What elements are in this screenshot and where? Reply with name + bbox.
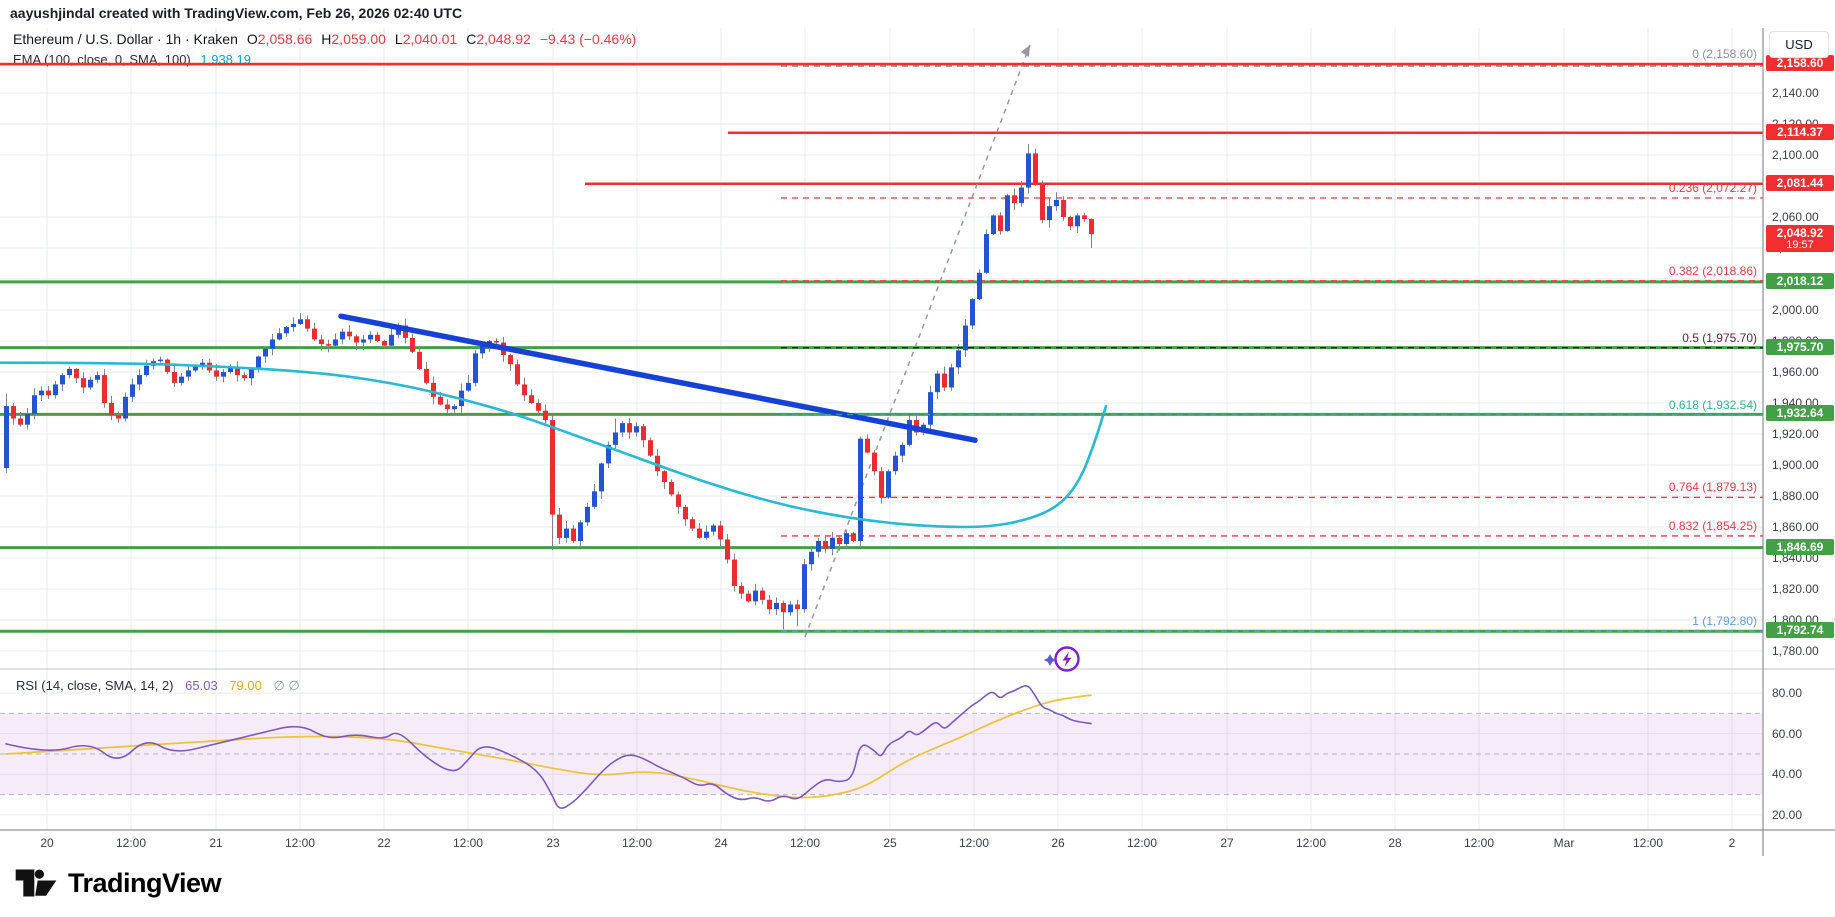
price-axis-tick: 1,820.00	[1772, 582, 1819, 596]
time-axis-tick: 25	[883, 836, 897, 850]
close-value: 2,048.92	[476, 31, 531, 47]
close-label: C	[466, 31, 477, 47]
high-label: H	[321, 31, 332, 47]
open-label: O	[246, 31, 258, 47]
tradingview-logo[interactable]: TradingView	[14, 864, 222, 902]
rsi-legend[interactable]: RSI (14, close, SMA, 14, 2) 65.03 79.00 …	[16, 678, 300, 694]
fib-level-label: 0.236 (2,072.27)	[1668, 180, 1757, 195]
rsi-value: 65.03	[185, 678, 218, 693]
rsi-axis-tick: 80.00	[1772, 686, 1803, 701]
price-line-badge: 2,081.44	[1766, 174, 1834, 191]
price-line-badge: 2,114.37	[1766, 123, 1834, 140]
time-axis-tick: 12:00	[1632, 836, 1664, 850]
time-axis-tick: 12:00	[1126, 836, 1158, 850]
tradingview-logo-icon	[15, 869, 57, 897]
time-axis-tick: 12:00	[115, 836, 147, 850]
rsi-flags-icon: ∅ ∅	[273, 678, 300, 693]
time-axis-tick: 12:00	[1463, 836, 1495, 850]
price-axis-tick: 2,000.00	[1772, 303, 1819, 317]
time-axis-tick: 28	[1388, 836, 1402, 850]
price-line-badge: 2,018.12	[1766, 272, 1834, 289]
price-axis-tick: 1,900.00	[1772, 458, 1819, 472]
watermark: aayushjindal created with TradingView.co…	[10, 5, 463, 21]
tradingview-logo-text: TradingView	[68, 867, 222, 898]
ema-value: 1,938.19	[200, 52, 251, 67]
currency-unit-button[interactable]: USD	[1769, 31, 1829, 58]
time-axis-tick: 12:00	[789, 836, 821, 850]
change-value: −9.43 (−0.46%)	[539, 31, 637, 47]
ema-legend[interactable]: EMA (100, close, 0, SMA, 100) 1,938.19	[13, 52, 251, 67]
countdown-timer: 19:57	[1786, 239, 1814, 252]
time-axis-tick: 22	[377, 836, 391, 850]
price-axis-tick: 1,860.00	[1772, 520, 1819, 534]
ema-label: EMA (100, close, 0, SMA, 100)	[13, 52, 191, 67]
time-axis-tick: 12:00	[452, 836, 484, 850]
price-axis-tick: 1,960.00	[1772, 365, 1819, 379]
fib-level-label: 1 (1,792.80)	[1692, 614, 1757, 629]
time-axis-tick: 21	[209, 836, 223, 850]
time-axis-tick: 27	[1220, 836, 1234, 850]
low-value: 2,040.01	[402, 31, 458, 47]
price-axis-tick: 1,920.00	[1772, 427, 1819, 441]
current-price-badge: 2,048.92 19:57	[1766, 225, 1834, 253]
open-value: 2,058.66	[257, 31, 313, 47]
price-axis-tick: 2,140.00	[1772, 86, 1819, 100]
price-line-badge: 1,975.70	[1766, 338, 1834, 355]
symbol-title: Ethereum / U.S. Dollar · 1h · Kraken	[13, 31, 238, 47]
time-axis-tick: 23	[546, 836, 560, 850]
time-axis-tick: Mar	[1553, 836, 1575, 850]
price-line-badge: 1,792.74	[1766, 622, 1834, 639]
high-value: 2,059.00	[331, 31, 386, 47]
fib-level-label: 0 (2,158.60)	[1692, 47, 1757, 62]
fib-level-label: 0.832 (1,854.25)	[1668, 518, 1757, 533]
price-axis-tick: 2,060.00	[1772, 210, 1819, 224]
price-axis-tick: 1,780.00	[1772, 644, 1819, 658]
fib-level-label: 0.764 (1,879.13)	[1668, 480, 1757, 495]
time-axis-tick: 20	[40, 836, 54, 850]
symbol-legend[interactable]: Ethereum / U.S. Dollar · 1h · Kraken O2,…	[13, 31, 636, 47]
time-axis-tick: 12:00	[284, 836, 316, 850]
time-axis-tick: 2	[1728, 836, 1736, 850]
fib-level-label: 0.382 (2,018.86)	[1668, 263, 1757, 278]
time-axis-tick: 26	[1051, 836, 1065, 850]
rsi-ma-value: 79.00	[229, 678, 262, 693]
price-line-badge: 1,846.69	[1766, 538, 1834, 555]
lightning-quick-action-icon[interactable]	[1042, 638, 1086, 680]
rsi-label: RSI (14, close, SMA, 14, 2)	[16, 678, 174, 693]
price-line-badge: 2,158.60	[1766, 55, 1834, 72]
low-label: L	[394, 31, 403, 47]
fib-level-label: 0.618 (1,932.54)	[1668, 397, 1757, 412]
price-axis-tick: 1,880.00	[1772, 489, 1819, 503]
price-line-badge: 1,932.64	[1766, 405, 1834, 422]
time-axis-tick: 12:00	[1295, 836, 1327, 850]
time-axis-tick: 12:00	[958, 836, 990, 850]
fib-level-label: 0.5 (1,975.70)	[1682, 330, 1757, 345]
rsi-axis-tick: 40.00	[1772, 767, 1803, 782]
rsi-axis-tick: 60.00	[1772, 726, 1803, 741]
rsi-axis-tick: 20.00	[1772, 807, 1803, 822]
price-axis-tick: 2,100.00	[1772, 148, 1819, 162]
time-axis-tick: 24	[714, 836, 728, 850]
time-axis-tick: 12:00	[621, 836, 653, 850]
